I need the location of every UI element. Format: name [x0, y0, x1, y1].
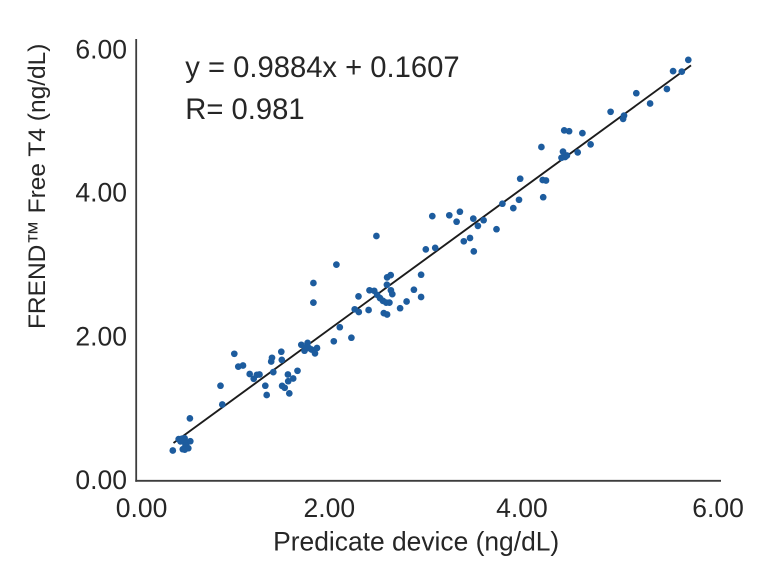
svg-text:4.00: 4.00 — [75, 178, 127, 208]
svg-text:4.00: 4.00 — [496, 493, 548, 523]
svg-text:2.00: 2.00 — [304, 493, 356, 523]
svg-text:Predicate device (ng/dL): Predicate device (ng/dL) — [273, 526, 559, 556]
svg-text:6.00: 6.00 — [692, 493, 744, 523]
svg-text:y = 0.9884x + 0.1607: y = 0.9884x + 0.1607 — [185, 52, 459, 84]
svg-text:FREND™ Free T4 (ng/dL): FREND™ Free T4 (ng/dL) — [24, 44, 51, 329]
svg-text:2.00: 2.00 — [75, 321, 127, 351]
svg-text:R= 0.981: R= 0.981 — [185, 94, 304, 126]
svg-text:6.00: 6.00 — [75, 34, 127, 64]
svg-text:0.00: 0.00 — [116, 493, 168, 523]
svg-text:0.00: 0.00 — [75, 465, 127, 495]
